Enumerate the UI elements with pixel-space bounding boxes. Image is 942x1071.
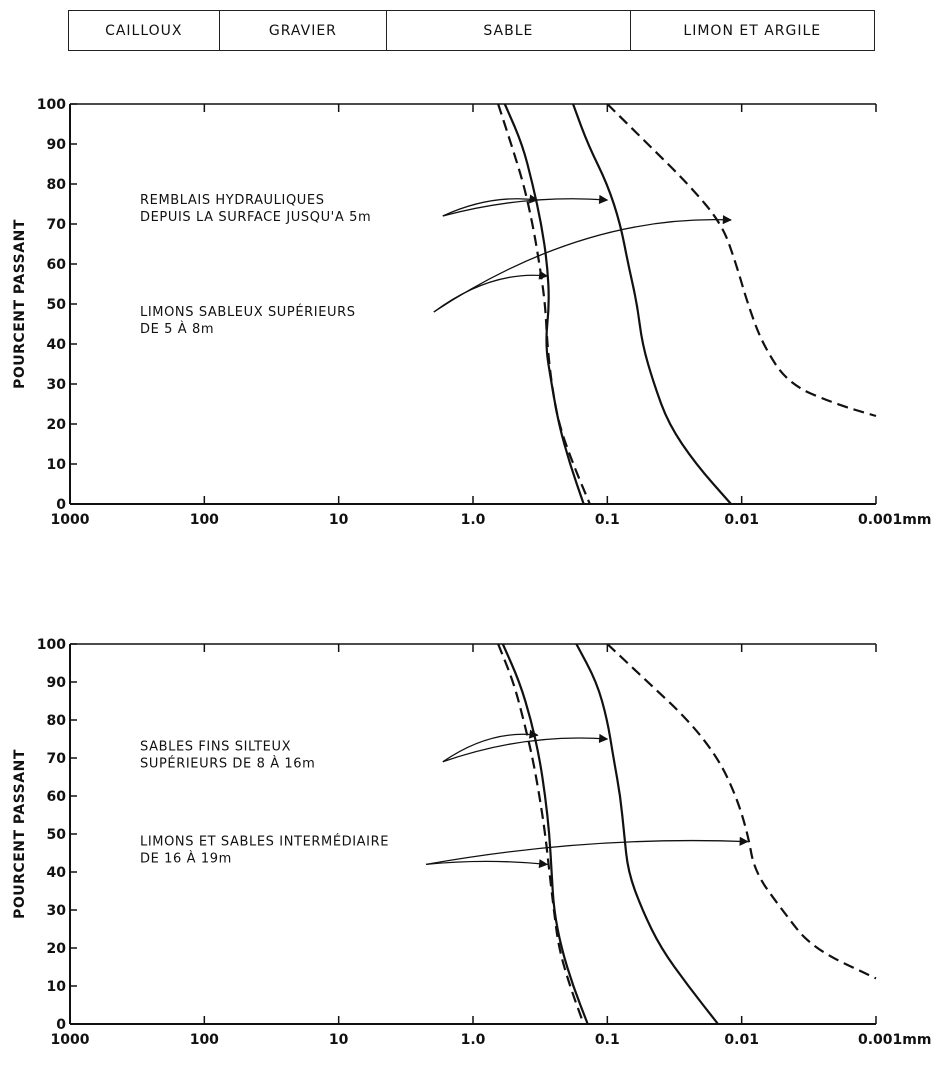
dashed-grading-curve	[497, 103, 591, 505]
y-tick-label: 80	[47, 177, 67, 193]
annotation-arrow	[425, 836, 749, 866]
dashed-grading-curve	[497, 643, 585, 1025]
x-tick-label: 10	[329, 1032, 349, 1048]
annotation-text: REMBLAIS HYDRAULIQUES	[140, 193, 325, 208]
annotation-text: SUPÉRIEURS DE 8 À 16m	[140, 755, 315, 771]
y-tick-label: 20	[47, 417, 67, 433]
solid-grading-curve	[501, 643, 589, 1025]
y-tick-label: 50	[47, 827, 67, 843]
soil-scale-cell: LIMON ET ARGILE	[683, 22, 822, 39]
y-tick-label: 40	[47, 337, 67, 353]
solid-grading-curve	[503, 103, 585, 505]
y-tick-label: 100	[37, 637, 66, 653]
annotation-arrow	[442, 729, 539, 763]
soil-scale-cell: SABLE	[387, 11, 631, 50]
x-tick-label: 0.001mm	[858, 512, 931, 528]
y-tick-label: 80	[47, 713, 67, 729]
x-tick-label: 0.01	[724, 1032, 759, 1048]
annotation-arrow	[442, 194, 609, 217]
solid-grading-curve	[572, 103, 732, 505]
solid-grading-curve	[575, 643, 719, 1025]
annotation-text: DE 16 À 19m	[140, 850, 232, 866]
x-tick-label: 0.1	[595, 1032, 620, 1048]
annotation-arrow	[442, 733, 609, 763]
y-tick-label: 90	[47, 675, 67, 691]
grain-size-chart-bottom: 0 10 20 30 40 50 60 70 80 90 100 1000 100 10 1.0 0.1 0.0…	[12, 637, 931, 1048]
soil-scale-cell: GRAVIER	[220, 11, 388, 50]
annotation-arrow	[442, 194, 539, 217]
x-tick-label: 100	[190, 1032, 219, 1048]
annotation-text: LIMONS ET SABLES INTERMÉDIAIRE	[140, 833, 389, 849]
dashed-grading-curve	[606, 103, 877, 418]
y-tick-label: 60	[47, 257, 67, 273]
annotation-arrow	[425, 859, 549, 869]
y-tick-label: 90	[47, 137, 67, 153]
y-tick-label: 40	[47, 865, 67, 881]
y-tick-label: 10	[47, 457, 67, 473]
annotation-text: SABLES FINS SILTEUX	[140, 739, 291, 754]
y-tick-label: 70	[47, 217, 67, 233]
soil-scale-cell: CAILLOUX	[69, 11, 220, 50]
y-tick-label: 0	[56, 497, 66, 513]
x-tick-label: 0.1	[595, 512, 620, 528]
y-tick-label: 70	[47, 751, 67, 767]
y-tick-label: 20	[47, 941, 67, 957]
x-tick-label: 100	[190, 512, 219, 528]
y-axis-title: POURCENT PASSANT	[12, 749, 28, 919]
y-axis-title: POURCENT PASSANT	[12, 219, 28, 389]
y-tick-label: 100	[37, 97, 66, 113]
dashed-grading-curve	[606, 643, 877, 980]
x-tick-label: 0.01	[724, 512, 759, 528]
x-tick-label: 1000	[51, 512, 90, 528]
grain-size-chart-top: 0 10 20 30 40 50 60 70 80 90 100 1000 100 10 1.0 0.1 0.0…	[12, 97, 931, 528]
annotation-arrow	[433, 270, 549, 313]
y-tick-label: 60	[47, 789, 67, 805]
x-tick-label: 1000	[51, 1032, 90, 1048]
y-tick-label: 30	[47, 903, 67, 919]
y-tick-label: 10	[47, 979, 67, 995]
x-tick-label: 1.0	[461, 1032, 486, 1048]
annotation-text: DE 5 À 8m	[140, 321, 214, 337]
x-tick-label: 10	[329, 512, 349, 528]
y-tick-label: 50	[47, 297, 67, 313]
x-tick-label: 0.001mm	[858, 1032, 931, 1048]
x-tick-label: 1.0	[461, 512, 486, 528]
annotation-text: LIMONS SABLEUX SUPÉRIEURS	[140, 304, 356, 320]
y-tick-label: 30	[47, 377, 67, 393]
soil-classification-scale: CAILLOUX GRAVIER SABLE LIMON ET ARGILE	[68, 10, 875, 51]
annotation-text: DEPUIS LA SURFACE JUSQU'A 5m	[140, 210, 371, 225]
y-tick-label: 0	[56, 1017, 66, 1033]
annotation-arrow	[433, 215, 732, 313]
